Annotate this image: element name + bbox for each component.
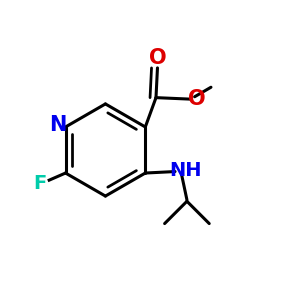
Text: N: N (50, 116, 67, 136)
Text: NH: NH (169, 160, 202, 180)
Text: F: F (34, 174, 47, 193)
Text: O: O (149, 48, 167, 68)
Text: O: O (188, 89, 206, 109)
